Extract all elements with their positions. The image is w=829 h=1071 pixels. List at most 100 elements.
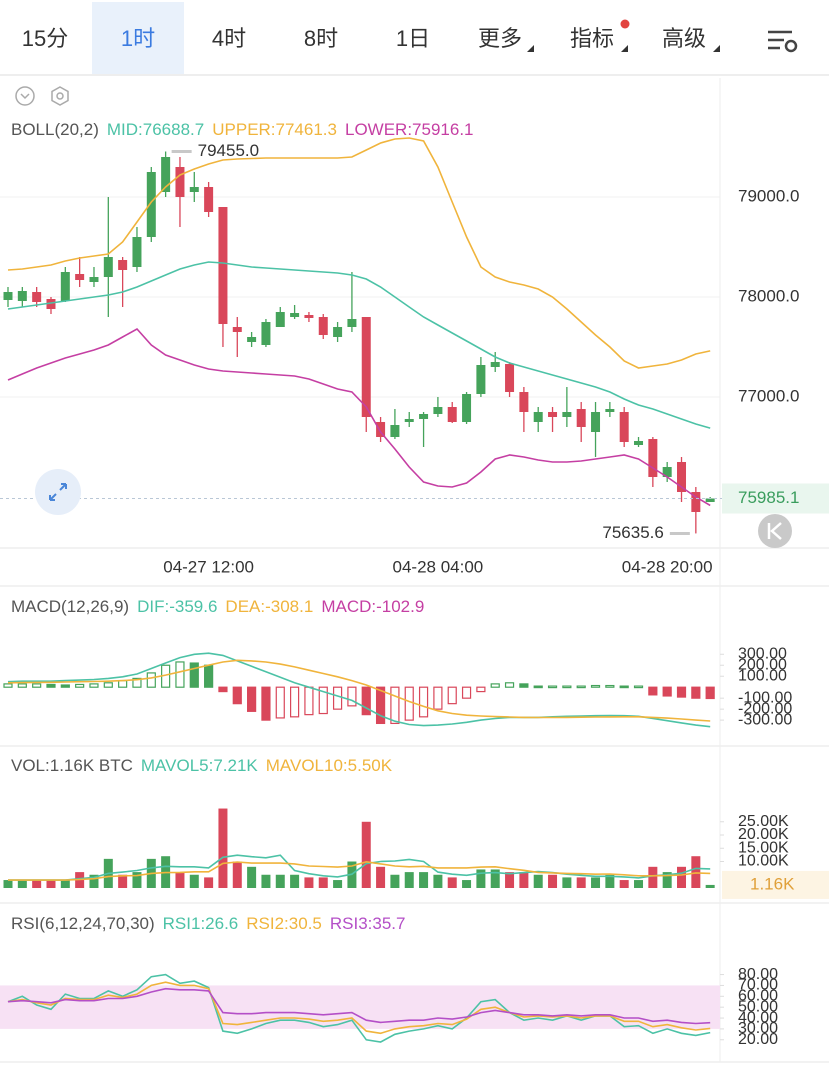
macd-bar	[332, 686, 343, 710]
tab[interactable]: 4时	[212, 26, 246, 51]
macd-bar	[418, 686, 429, 718]
indicator-line	[7, 987, 711, 1025]
candle-body	[648, 439, 658, 477]
legend-entry: RSI2:30.5	[246, 914, 322, 933]
tab[interactable]: 1时	[121, 26, 155, 51]
y-tick-label: 78000.0	[738, 286, 799, 305]
y-tick-label: 77000.0	[738, 386, 799, 405]
macd-bar	[218, 686, 228, 693]
dropdown-arrow[interactable]	[621, 45, 628, 52]
indicator-title: MACD(12,26,9)	[11, 597, 129, 616]
candle-body	[347, 319, 357, 327]
indicator-header: RSI(6,12,24,70,30) RSI1:26.6 RSI2:30.5 RSI3…	[11, 914, 405, 933]
tab[interactable]: 1日	[396, 26, 430, 51]
tab[interactable]: 更多	[478, 26, 522, 51]
y-tick-label: 10.00K	[738, 853, 789, 870]
volume-bar	[662, 872, 672, 888]
candle-body	[118, 260, 128, 270]
y-tick-label: 15.00K	[738, 839, 789, 856]
macd-bar	[619, 685, 629, 689]
volume-bar	[247, 866, 257, 888]
volume-bar	[505, 872, 515, 888]
candle-body	[591, 412, 601, 432]
chart-tool-icons[interactable]	[15, 86, 69, 106]
macd-bar	[304, 686, 314, 716]
candle-body	[462, 394, 472, 422]
macd-bar	[605, 684, 615, 688]
macd-bar	[576, 685, 586, 689]
tab[interactable]: 8时	[304, 26, 338, 51]
volume-bar	[189, 874, 199, 888]
settings-icon[interactable]	[768, 30, 798, 53]
volume-bar	[333, 880, 343, 888]
candle-body	[290, 313, 300, 317]
y-tick-label: -100.00	[738, 689, 792, 706]
volume-bar	[89, 874, 99, 888]
tab[interactable]: 高级	[662, 26, 706, 51]
indicator-line	[7, 137, 711, 369]
scroll-to-latest-button[interactable]	[758, 514, 792, 548]
candle-body	[60, 272, 70, 301]
tab[interactable]: 15分	[22, 26, 68, 51]
legend-entry: MAVOL10:5.50K	[266, 756, 393, 775]
plots: 79000.0 78000.0 77000.0 79455.0 75635.6 75985…	[0, 120, 829, 1048]
volume-bar	[232, 861, 242, 888]
volume-bar	[476, 869, 486, 888]
volume-bar	[519, 872, 529, 888]
volume-bar	[261, 874, 271, 888]
dropdown-arrow[interactable]	[713, 45, 720, 52]
expand-button[interactable]	[35, 469, 81, 515]
y-tick-label: 100.00	[738, 667, 787, 684]
volume-bar	[175, 872, 185, 888]
candle-body	[677, 462, 687, 492]
last-price-box	[722, 483, 829, 514]
x-tick-label: 04-27 12:00	[163, 557, 254, 576]
indicator-header: VOL:1.16K BTC MAVOL5:7.21K MAVOL10:5.50K	[11, 756, 393, 775]
volume-bar	[433, 874, 443, 888]
candle-body	[404, 419, 414, 422]
macd-bar	[562, 685, 572, 689]
volume-bar	[290, 874, 300, 888]
indicator-line	[8, 860, 711, 881]
macd-bar	[247, 686, 257, 712]
volume-bar	[376, 866, 386, 888]
macd-bar	[347, 686, 357, 707]
legend-entry: DEA:-308.1	[225, 597, 313, 616]
candle-body	[146, 172, 156, 237]
indicator-title: RSI(6,12,24,70,30)	[11, 914, 155, 933]
volume-bar	[548, 874, 558, 888]
macd-bar	[676, 686, 687, 698]
selected-tab-bg	[92, 2, 184, 74]
macd-bar	[318, 686, 328, 715]
candle-body	[548, 412, 558, 417]
macd-bar	[261, 686, 271, 721]
volume-bar	[17, 880, 27, 888]
macd-bar	[32, 683, 42, 688]
macd-bar	[189, 662, 199, 688]
candle-body	[318, 317, 328, 335]
macd-bar	[3, 683, 13, 688]
x-tick-label: 04-28 20:00	[622, 557, 713, 576]
candle-body	[17, 291, 27, 301]
macd-bar	[476, 686, 486, 693]
indicator-line	[7, 981, 711, 1035]
candle-body	[662, 467, 672, 477]
indicator-line	[7, 652, 711, 728]
candle-body	[505, 364, 515, 392]
candle-body	[46, 299, 56, 309]
macd-bar	[290, 686, 300, 718]
candle-body	[376, 422, 386, 437]
dropdown-arrow[interactable]	[527, 45, 534, 52]
candle-body	[447, 407, 457, 422]
macd-bar	[118, 680, 128, 688]
last-volume-label: 1.16K	[750, 874, 795, 893]
volume-bar	[462, 880, 472, 888]
y-tick-label: 80.00	[738, 966, 778, 983]
candle-body	[32, 292, 42, 302]
volume-bar	[447, 877, 457, 888]
tab[interactable]: 指标	[570, 26, 614, 51]
volume-bar	[390, 874, 400, 888]
y-tick-label: -300.00	[738, 711, 792, 728]
volume-bar	[32, 880, 42, 888]
